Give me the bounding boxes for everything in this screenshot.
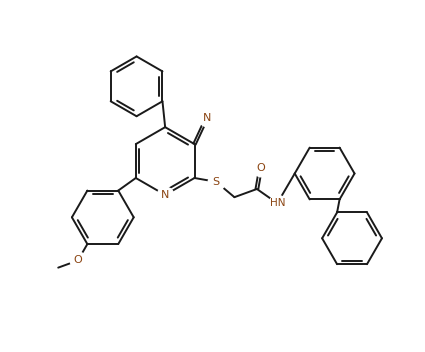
- Text: S: S: [212, 177, 220, 187]
- Text: O: O: [256, 163, 265, 174]
- Text: N: N: [203, 113, 211, 123]
- Text: HN: HN: [269, 198, 285, 208]
- Text: O: O: [74, 256, 82, 265]
- Text: N: N: [161, 190, 169, 200]
